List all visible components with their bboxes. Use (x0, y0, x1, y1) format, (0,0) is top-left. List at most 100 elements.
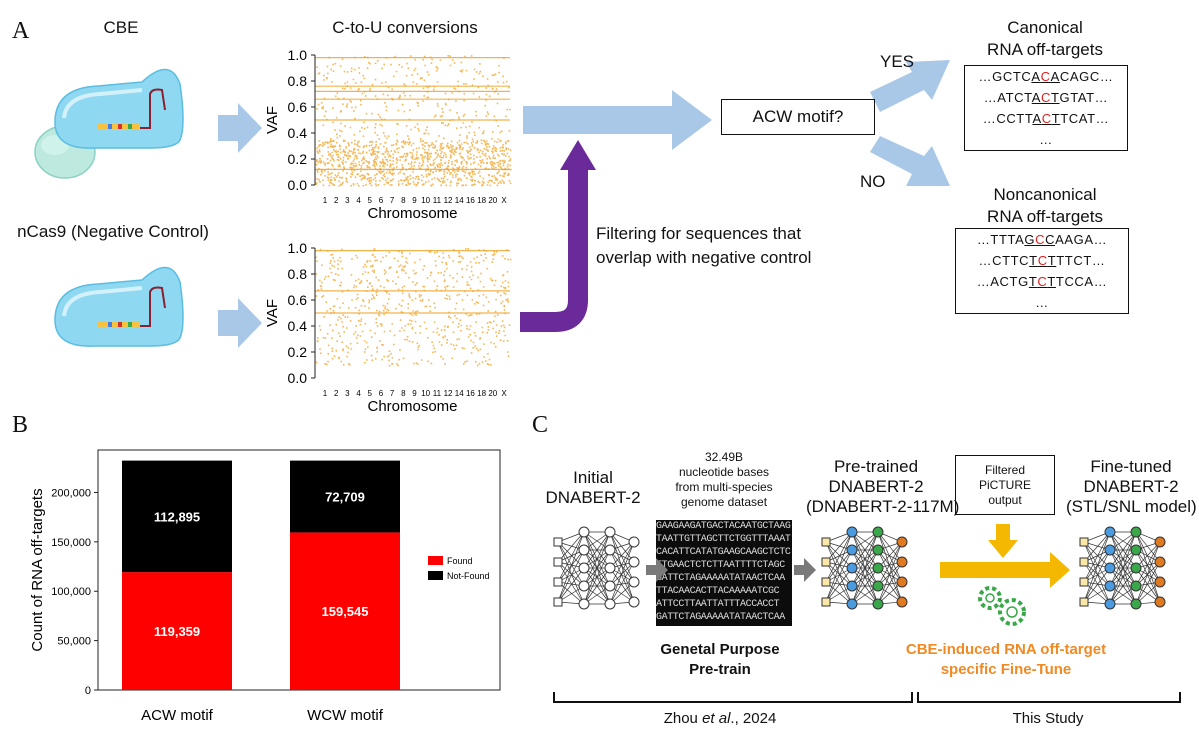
no-arrow (870, 136, 950, 186)
x-tick-label: 9 (412, 389, 417, 398)
finetuned-line-1: Fine-tuned (1090, 457, 1172, 476)
zhou-author: Zhou (663, 710, 703, 727)
x-tick-label: 3 (345, 196, 350, 205)
y-tick-label: 0.8 (288, 73, 308, 89)
y-tick-label: 0.8 (288, 266, 308, 282)
x-tick-label: 1 (323, 389, 328, 398)
y-tick-label: 0.0 (288, 370, 308, 386)
x-tick-label: 12 (444, 389, 453, 398)
panel-a-letter: A (12, 18, 30, 44)
x-tick-label: 12 (444, 196, 453, 205)
zhou-etal: et al (702, 710, 731, 727)
x-tick-label: 9 (412, 196, 417, 205)
legend-swatch (428, 556, 443, 565)
bar-segment (290, 532, 400, 690)
sequence-line: …CCTTACTTCAT… (982, 111, 1110, 126)
x-tick-label: 8 (401, 389, 406, 398)
x-tick-label: 10 (421, 196, 430, 205)
general-pretrain-label: Genetal Purpose Pre-train (640, 640, 800, 680)
sequence-ellipsis: … (1039, 132, 1053, 147)
canonical-title: Canonical RNA off-targets (945, 17, 1145, 61)
nc-cell-icon (54, 266, 184, 347)
dna-sequence-line: TAATTGTTAGCTTCTGGTTTAAAT (656, 534, 791, 545)
y-tick-label: 50,000 (57, 636, 91, 648)
x-tick-label: 6 (379, 389, 384, 398)
yes-arrow (870, 60, 950, 112)
filtered-line-2: PiCTURE (978, 478, 1031, 492)
filtered-line-1: Filtered (984, 463, 1025, 477)
zhou-year: ., 2024 (730, 710, 777, 727)
filtered-picture-box: Filtered PiCTURE output (955, 455, 1055, 515)
x-tick-label: 20 (488, 389, 497, 398)
cbe-finetune-line-1: CBE-induced RNA off-target (905, 641, 1107, 658)
pretrained-line-2: DNABERT-2 (828, 477, 924, 496)
x-tick-label: 16 (466, 196, 475, 205)
x-tick-label: 11 (433, 389, 442, 398)
initial-network-icon (553, 526, 640, 610)
pretrained-line-1: Pre-trained (833, 457, 919, 476)
this-study-label: This Study (1012, 710, 1084, 727)
general-line-1: Genetal Purpose (660, 641, 780, 658)
x-tick-label: 20 (488, 196, 497, 205)
x-tick-label: 18 (477, 389, 486, 398)
dna-sequence-line: GATTCTAGAAAAATATAACTCAA (656, 573, 785, 584)
cbe-cell-icon (34, 68, 184, 179)
bar-segment (290, 460, 400, 533)
cbe-finetune-line-2: specific Fine-Tune (940, 661, 1072, 678)
x-tick-label: 4 (356, 389, 361, 398)
y-tick-label: 100,000 (51, 586, 91, 598)
gold-arrow-right (940, 552, 1070, 588)
panel-c-letter: C (532, 412, 549, 438)
this-study-bracket (917, 692, 1181, 703)
legend-label: Not-Found (447, 571, 490, 581)
cbe-finetune-label: CBE-induced RNA off-target specific Fine… (876, 640, 1136, 680)
dna-sequence-line: TTACAACACTTACAAAAATCGC (656, 586, 780, 597)
cbe-label: CBE (103, 18, 139, 37)
y-tick-label: 0.4 (288, 318, 308, 334)
x-tick-label: X (501, 389, 507, 398)
nc-label: nCas9 (Negative Control) (17, 222, 209, 241)
scatter-points (315, 55, 512, 187)
finetuned-line-3: (STL/SNL model) (1066, 497, 1197, 516)
pretrained-line-3: (DNABERT-2-117M) (806, 497, 960, 516)
y-tick-label: 0.6 (288, 292, 308, 308)
gray-arrow-2 (794, 558, 816, 582)
legend-swatch (428, 571, 443, 580)
sequence-line: …GCTCACACAGC… (978, 69, 1114, 84)
dna-sequence-line: TTGAACTCTCTTAATTTTCTAGC (656, 560, 785, 571)
dataset-label: 32.49B nucleotide bases from multi-speci… (656, 450, 792, 510)
dna-sequence-image: GAAGAAGATGACTACAATGCTAAG TAATTGTTAGCTTCTG… (656, 520, 792, 626)
gold-arrow-down (988, 524, 1018, 558)
x-tick-label: 8 (401, 196, 406, 205)
gray-arrow-1 (646, 558, 668, 582)
initial-model-label: Initial DNABERT-2 (538, 468, 648, 508)
y-axis-label: Count of RNA off-targets (29, 488, 46, 651)
dataset-line-4: genome dataset (680, 495, 768, 509)
filter-text-line-1: Filtering for sequences that (596, 224, 802, 243)
yes-label: YES (880, 52, 915, 71)
x-tick-label: 14 (455, 196, 464, 205)
y-tick-label: 0.2 (288, 344, 308, 360)
zhou-bracket (553, 692, 913, 703)
y-tick-label: 1.0 (288, 240, 308, 256)
x-tick-label: 2 (334, 389, 339, 398)
finetuned-network-icon (1079, 526, 1166, 610)
y-tick-label: 0.0 (288, 177, 308, 193)
y-tick-label: 1.0 (288, 47, 308, 63)
x-tick-label: 7 (390, 196, 395, 205)
x-tick-label: 3 (345, 389, 350, 398)
bar-value-label: 72,709 (325, 490, 365, 505)
dna-sequence-line: CACATTCATATGAAGCAAGCTCTC (656, 547, 791, 558)
noncanonical-title: Noncanonical RNA off-targets (945, 184, 1145, 228)
canonical-title-line-1: Canonical (1007, 18, 1083, 37)
noncanonical-seq-box: …TTTAGCCAAGA… …CTTCTCTTTCT… …ACTGTCTTCCA…… (955, 228, 1129, 314)
y-tick-label: 0.4 (288, 125, 308, 141)
panel-b-letter: B (12, 412, 29, 438)
bar-segment (122, 460, 232, 573)
pretrained-network-icon (821, 526, 908, 610)
x-tick-label: 14 (455, 389, 464, 398)
dna-sequence-line: ATTCCTTAATTATTTACCACCT (656, 599, 780, 610)
x-category-label: WCW motif (307, 707, 384, 724)
pretrained-label: Pre-trained DNABERT-2 (DNABERT-2-117M) (806, 457, 960, 517)
sequence-line: …TTTAGCCAAGA… (976, 232, 1108, 247)
